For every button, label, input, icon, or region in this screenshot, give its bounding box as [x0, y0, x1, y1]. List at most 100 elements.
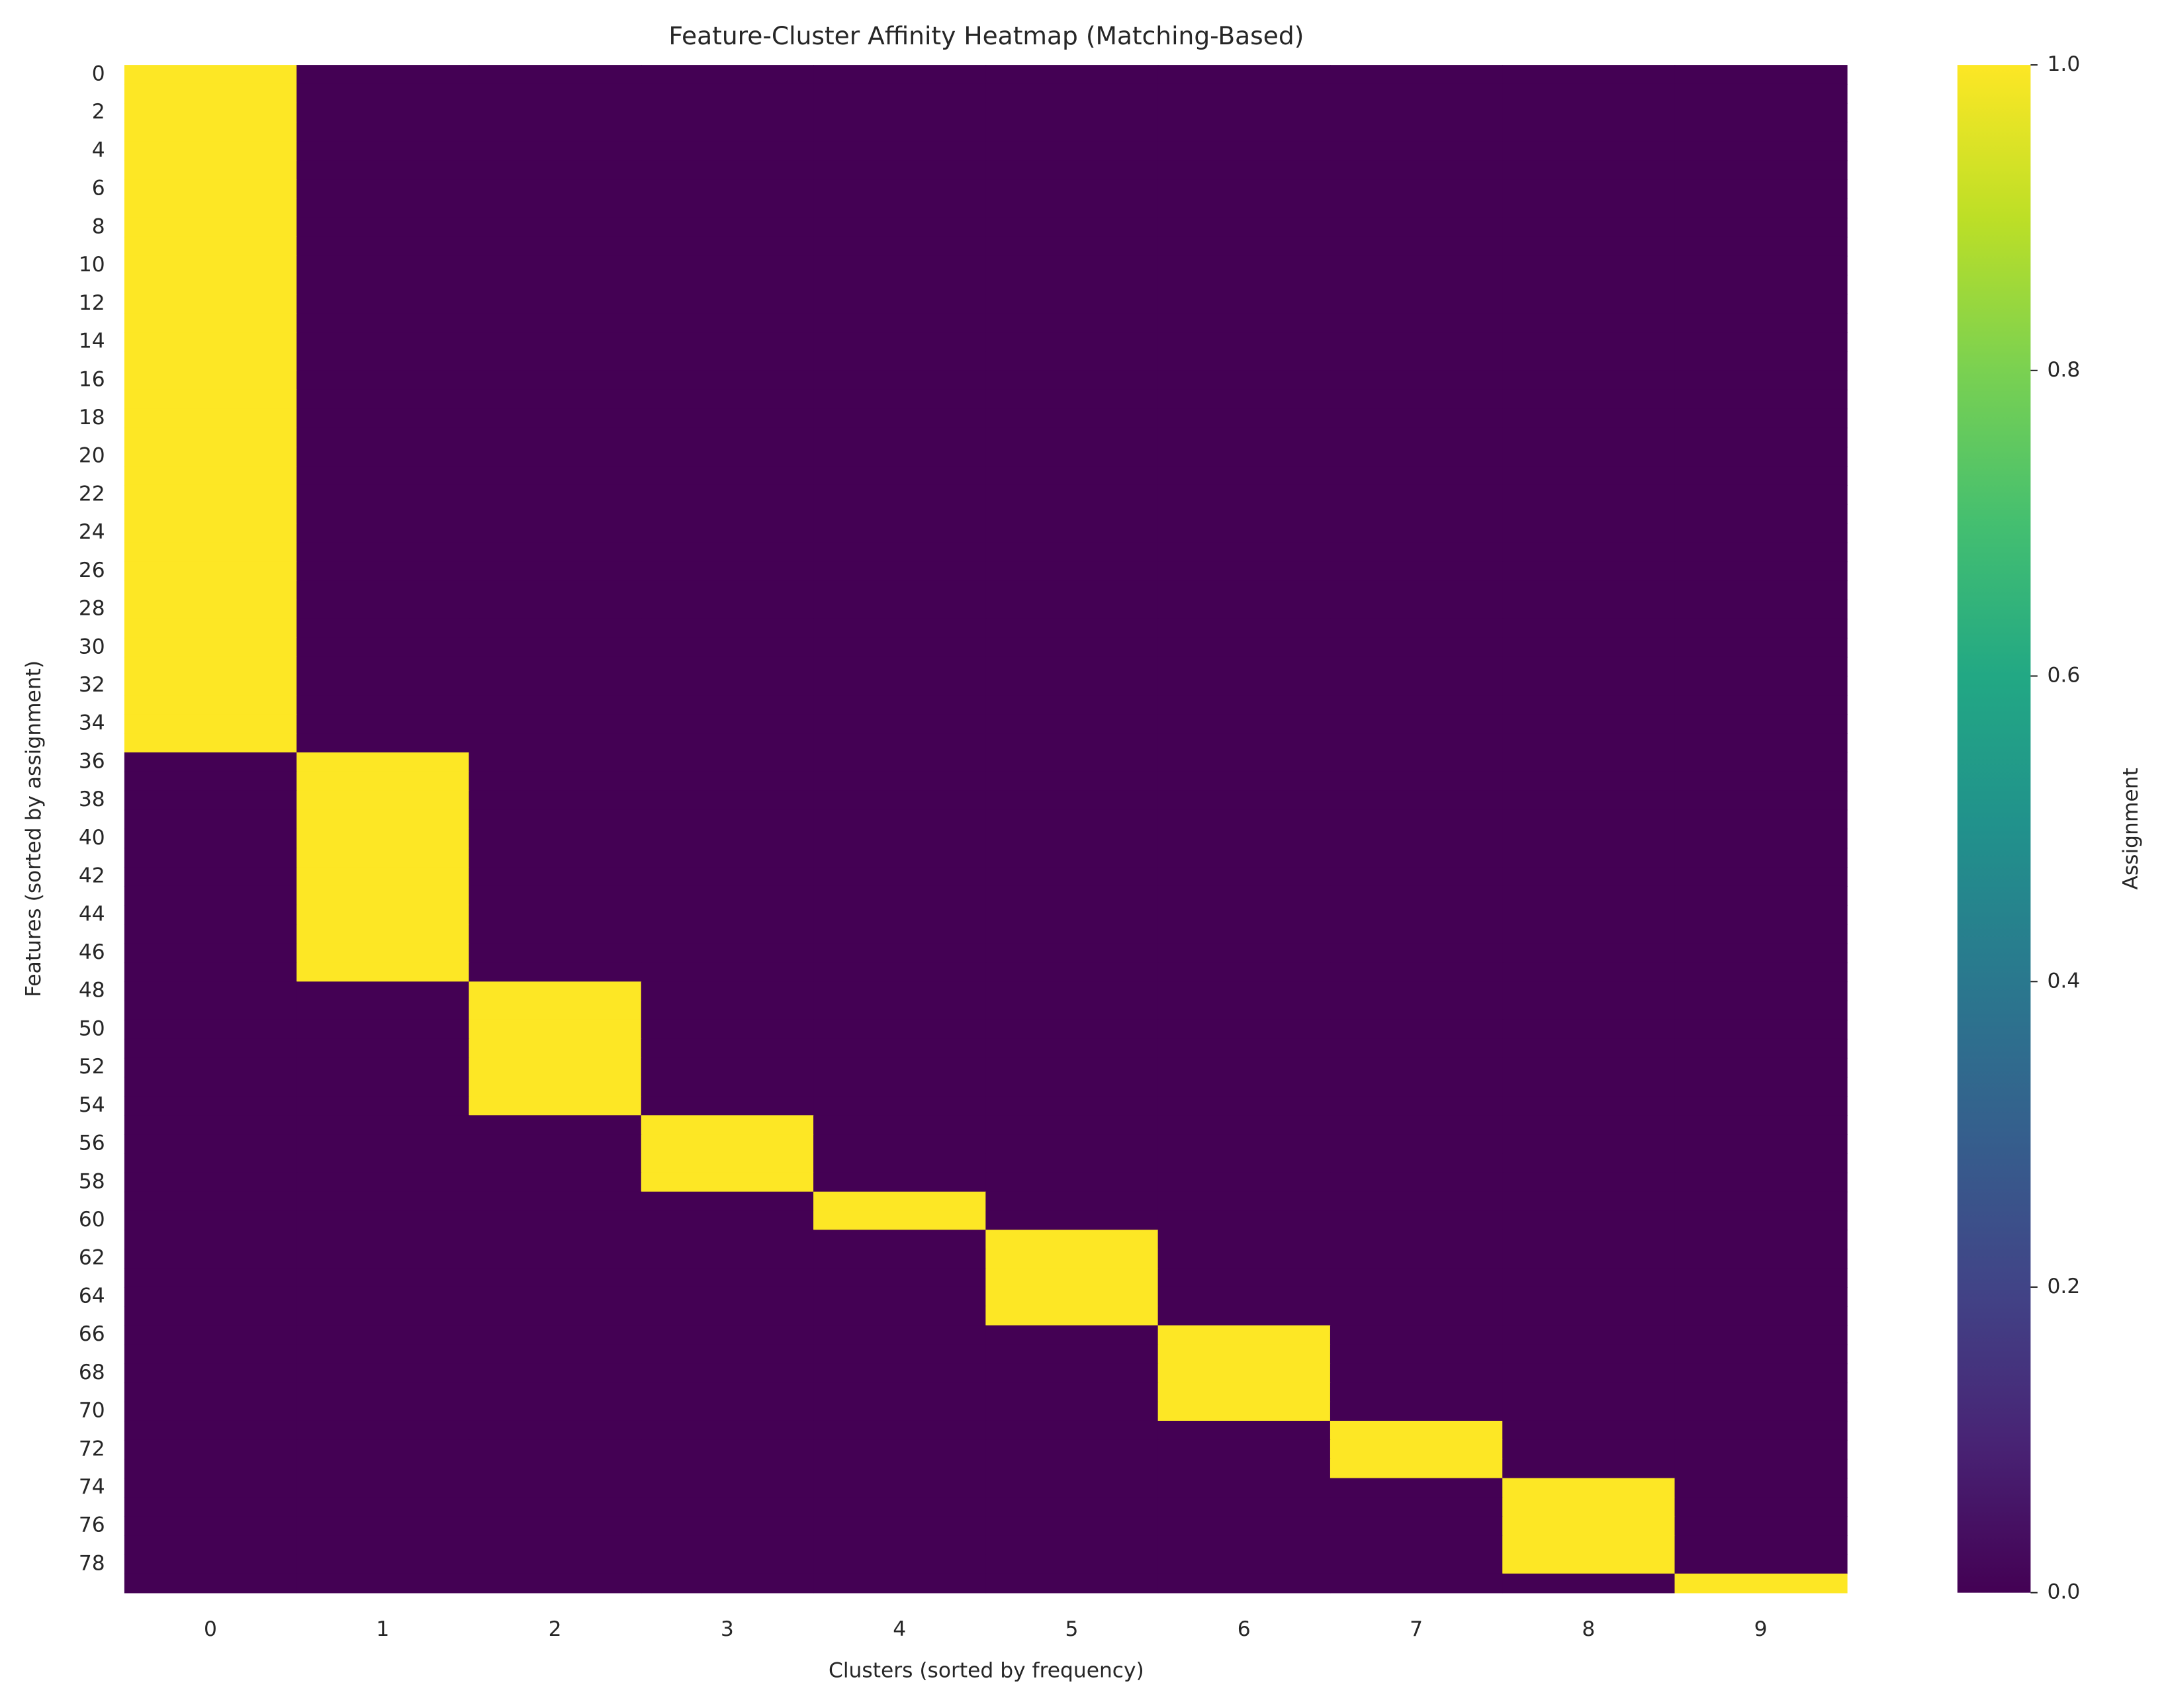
heatmap-cell: [1674, 676, 1848, 696]
heatmap-cell: [1674, 1191, 1848, 1212]
heatmap-cell: [641, 618, 814, 639]
heatmap-cell: [641, 1516, 814, 1536]
heatmap-cell: [124, 809, 298, 830]
heatmap-cell: [1674, 275, 1848, 295]
heatmap-cell: [813, 1230, 987, 1250]
heatmap-cell: [1502, 580, 1676, 600]
heatmap-cell: [985, 1268, 1159, 1288]
heatmap-cell: [813, 217, 987, 238]
heatmap-cell: [813, 122, 987, 142]
heatmap-cell: [296, 1001, 470, 1020]
heatmap-cell: [1502, 1210, 1676, 1231]
heatmap-cell: [641, 160, 814, 181]
heatmap-cell: [1330, 1001, 1504, 1020]
heatmap-cell: [985, 255, 1159, 276]
heatmap-cell: [296, 981, 470, 1001]
heatmap-cell: [1330, 676, 1504, 696]
heatmap-cell: [985, 829, 1159, 849]
heatmap-cell: [469, 1268, 642, 1288]
heatmap-cell: [469, 122, 642, 142]
heatmap-cell: [1157, 1249, 1331, 1269]
heatmap-cell: [813, 484, 987, 505]
heatmap-cell: [641, 1497, 814, 1517]
heatmap-cell: [1674, 1535, 1848, 1555]
heatmap-cell: [985, 447, 1159, 467]
heatmap-cell: [1330, 141, 1504, 161]
heatmap-cell: [296, 637, 470, 658]
heatmap-cell: [124, 1057, 298, 1078]
heatmap-cell: [469, 1077, 642, 1097]
heatmap-cell: [1674, 141, 1848, 161]
heatmap-cell: [1157, 83, 1331, 104]
heatmap-cell: [1330, 103, 1504, 123]
heatmap-cell: [1330, 236, 1504, 257]
heatmap-cell: [1674, 1344, 1848, 1365]
heatmap-cell: [469, 1363, 642, 1384]
heatmap-cell: [1157, 637, 1331, 658]
heatmap-cell: [1330, 1497, 1504, 1517]
heatmap-cell: [813, 408, 987, 429]
heatmap-cell: [1330, 160, 1504, 181]
heatmap-cell: [296, 656, 470, 677]
heatmap-cell: [813, 332, 987, 352]
heatmap-cell: [1674, 427, 1848, 448]
heatmap-cell: [469, 1497, 642, 1517]
y-tick-label: 18: [79, 406, 105, 429]
heatmap-cell: [124, 714, 298, 734]
heatmap-cell: [1157, 160, 1331, 181]
heatmap-cell: [1330, 294, 1504, 314]
heatmap-cell: [1157, 313, 1331, 333]
heatmap-cell: [641, 1153, 814, 1173]
heatmap-cell: [641, 447, 814, 467]
heatmap-cell: [1157, 1019, 1331, 1040]
heatmap-cell: [1157, 427, 1331, 448]
heatmap-cell: [1330, 829, 1504, 849]
heatmap-cell: [296, 1535, 470, 1555]
heatmap-cell: [469, 255, 642, 276]
heatmap-cell: [469, 332, 642, 352]
heatmap-cell: [469, 1038, 642, 1059]
heatmap-cell: [1674, 1306, 1848, 1326]
y-tick-label: 40: [79, 826, 105, 850]
heatmap-cell: [296, 1402, 470, 1421]
heatmap-cell: [813, 981, 987, 1001]
heatmap-cell: [641, 1134, 814, 1154]
heatmap-cell: [469, 981, 642, 1001]
heatmap-cell: [641, 1172, 814, 1192]
heatmap-cell: [813, 1019, 987, 1040]
heatmap-cell: [1157, 447, 1331, 467]
heatmap-cell: [1502, 160, 1676, 181]
heatmap-cell: [1502, 867, 1676, 887]
heatmap-cell: [1502, 695, 1676, 715]
heatmap-cell: [1502, 122, 1676, 142]
heatmap-cell: [985, 1516, 1159, 1536]
heatmap-cell: [1330, 771, 1504, 791]
y-tick-label: 26: [79, 559, 105, 582]
heatmap-cell: [1330, 1077, 1504, 1097]
heatmap-cell: [1330, 408, 1504, 429]
heatmap-cell: [813, 141, 987, 161]
heatmap-cell: [641, 809, 814, 830]
heatmap-cell: [813, 1439, 987, 1460]
heatmap-cell: [985, 370, 1159, 390]
heatmap-cell: [985, 523, 1159, 543]
heatmap-cell: [641, 943, 814, 964]
heatmap-cell: [813, 905, 987, 925]
heatmap-cell: [985, 199, 1159, 218]
heatmap-cell: [985, 65, 1159, 85]
heatmap-cell: [985, 885, 1159, 906]
heatmap-cell: [1674, 179, 1848, 199]
heatmap-cell: [641, 1382, 814, 1402]
heatmap-cell: [1674, 618, 1848, 639]
heatmap-cell: [641, 695, 814, 715]
y-tick-label: 16: [79, 367, 105, 391]
heatmap-cell: [813, 943, 987, 964]
heatmap-cell: [1502, 1096, 1676, 1116]
heatmap-cell: [296, 484, 470, 505]
heatmap-cell: [296, 1249, 470, 1269]
heatmap-cell: [985, 1249, 1159, 1269]
heatmap-cell: [813, 962, 987, 983]
y-tick-label: 58: [79, 1169, 105, 1193]
heatmap-cell: [1502, 656, 1676, 677]
heatmap-cell: [985, 466, 1159, 486]
